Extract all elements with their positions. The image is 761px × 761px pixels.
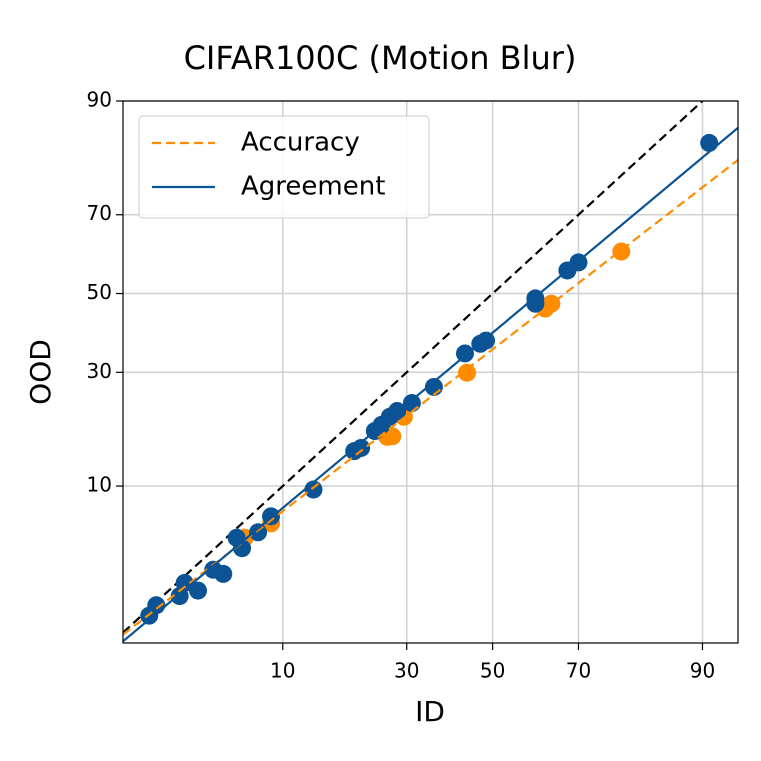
- x-tick-label: 50: [480, 659, 505, 683]
- plot-frame: [122, 100, 739, 644]
- x-tick-label: 10: [270, 659, 295, 683]
- point: [526, 294, 545, 313]
- point: [352, 438, 371, 457]
- point: [189, 581, 208, 600]
- point: [477, 331, 496, 350]
- fit-line: [123, 101, 704, 634]
- legend-label: Agreement: [241, 172, 385, 202]
- y-tick-label: 30: [87, 359, 112, 383]
- chart-title: CIFAR100C (Motion Blur): [184, 39, 577, 77]
- point: [214, 564, 233, 583]
- fit-line: [123, 126, 738, 643]
- x-tick-label: 70: [566, 659, 591, 683]
- point: [700, 133, 719, 152]
- legend-label: Accuracy: [241, 128, 360, 158]
- y-tick-label: 70: [87, 201, 112, 225]
- y-tick-label: 50: [87, 280, 112, 304]
- point: [458, 363, 477, 382]
- point: [233, 539, 252, 558]
- plot-area: [123, 101, 738, 643]
- point: [249, 523, 268, 542]
- point: [455, 344, 474, 363]
- point: [402, 394, 421, 413]
- x-tick-label: 30: [394, 659, 419, 683]
- x-axis-label: ID: [415, 695, 445, 728]
- y-tick-label: 10: [87, 473, 112, 497]
- point: [383, 427, 402, 446]
- y-axis-label: OOD: [24, 339, 57, 405]
- x-tick-label: 90: [690, 659, 715, 683]
- legend-box: [138, 115, 430, 219]
- y-tick-label: 90: [87, 88, 112, 112]
